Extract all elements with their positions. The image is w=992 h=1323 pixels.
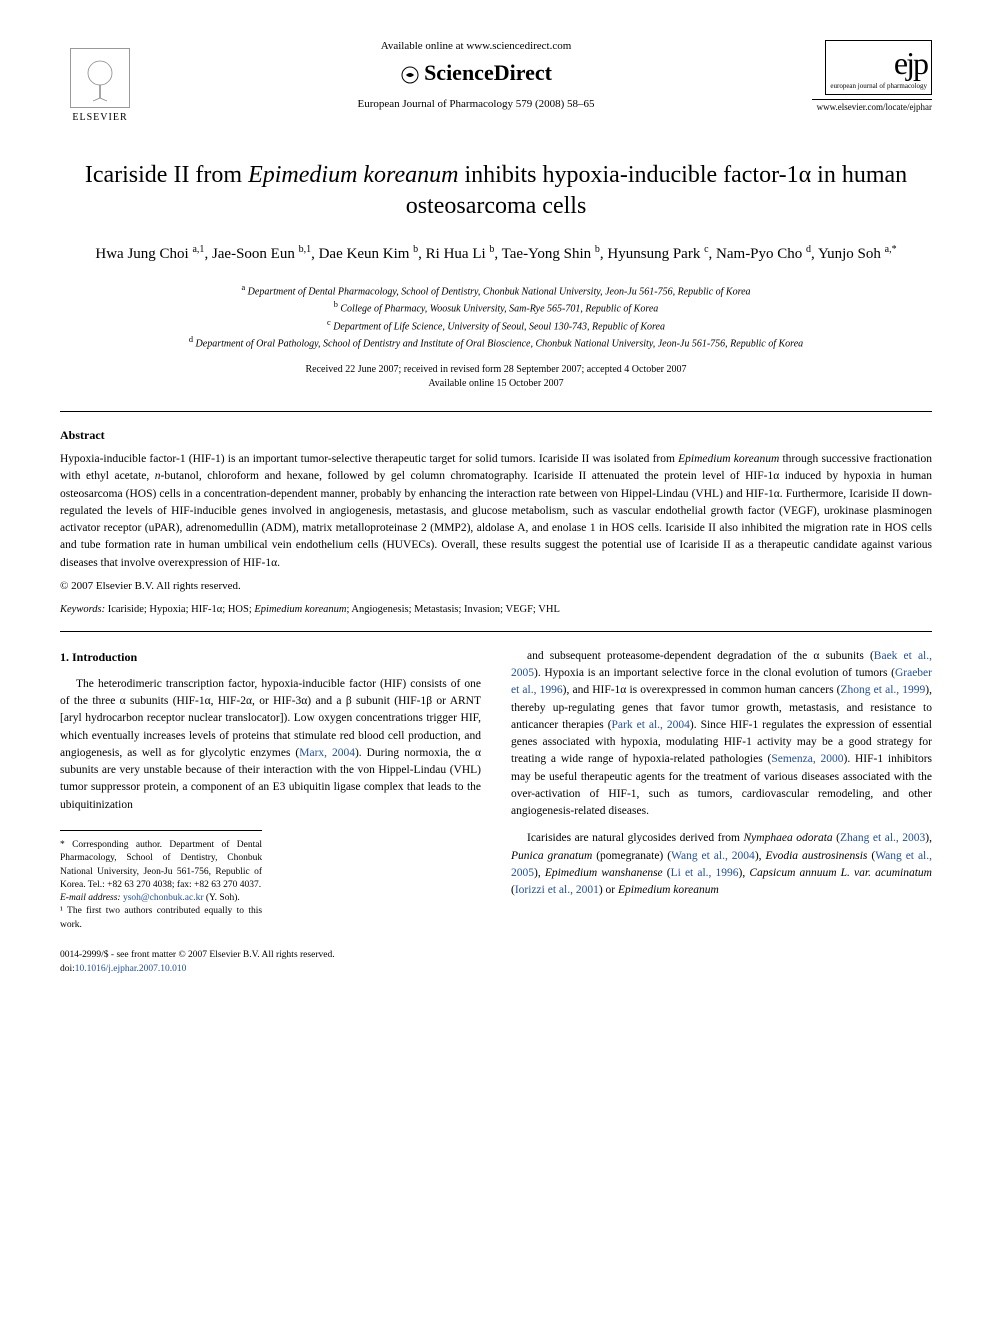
rule-before-abstract [60,411,932,412]
affiliation-b: b College of Pharmacy, Woosuk University… [60,299,932,316]
affiliation-c: c Department of Life Science, University… [60,317,932,334]
email-label: E-mail address: [60,893,121,903]
email-address[interactable]: ysoh@chonbuk.ac.kr [123,893,204,903]
issn-line: 0014-2999/$ - see front matter © 2007 El… [60,948,481,962]
intro-para-1: The heterodimeric transcription factor, … [60,676,481,814]
elsevier-tree-icon [70,48,130,108]
affiliation-a: a Department of Dental Pharmacology, Sch… [60,282,932,299]
doi-label: doi: [60,964,75,974]
header-row: ELSEVIER Available online at www.science… [60,40,932,130]
keywords: Keywords: Icariside; Hypoxia; HIF-1α; HO… [60,604,932,615]
ejp-subtitle: european journal of pharmacology [830,82,927,90]
ejp-text: ejp [830,45,927,82]
equal-contribution: ¹ The first two authors contributed equa… [60,905,262,932]
doi-footer: 0014-2999/$ - see front matter © 2007 El… [60,948,481,977]
doi-line: doi:10.1016/j.ejphar.2007.10.010 [60,962,481,976]
title-pre: Icariside II from [85,162,248,188]
col-left: 1. Introduction The heterodimeric transc… [60,648,481,977]
affiliations: a Department of Dental Pharmacology, Sch… [60,282,932,351]
email-line: E-mail address: ysoh@chonbuk.ac.kr (Y. S… [60,892,262,905]
rule-after-keywords [60,631,932,632]
intro-para-3: Icarisides are natural glycosides derive… [511,830,932,899]
title-post: inhibits hypoxia-inducible factor-1α in … [406,162,907,219]
elsevier-label: ELSEVIER [72,112,127,123]
abstract-text: Hypoxia-inducible factor-1 (HIF-1) is an… [60,451,932,572]
abstract-copyright: © 2007 Elsevier B.V. All rights reserved… [60,580,932,592]
elsevier-logo: ELSEVIER [60,40,140,130]
corresponding-author: * Corresponding author. Department of De… [60,839,262,892]
article-dates: Received 22 June 2007; received in revis… [60,363,932,391]
footnotes: * Corresponding author. Department of De… [60,830,262,932]
keywords-text: Icariside; Hypoxia; HIF-1α; HOS; Epimedi… [108,604,560,615]
sciencedirect-text: ScienceDirect [424,60,552,85]
article-title: Icariside II from Epimedium koreanum inh… [60,160,932,222]
intro-heading: 1. Introduction [60,648,481,666]
intro-para-2: and subsequent proteasome-dependent degr… [511,648,932,821]
journal-reference: European Journal of Pharmacology 579 (20… [140,98,812,110]
sciencedirect-icon [400,65,420,85]
affiliation-d: d Department of Oral Pathology, School o… [60,334,932,351]
abstract-label: Abstract [60,428,932,443]
doi-value[interactable]: 10.1016/j.ejphar.2007.10.010 [75,964,187,974]
journal-url[interactable]: www.elsevier.com/locate/ejphar [812,99,932,112]
dates-available: Available online 15 October 2007 [60,377,932,391]
body-columns: 1. Introduction The heterodimeric transc… [60,648,932,977]
title-species: Epimedium koreanum [248,162,458,188]
available-online-text: Available online at www.sciencedirect.co… [140,40,812,52]
sciencedirect-logo: ScienceDirect [140,60,812,86]
email-name: (Y. Soh). [206,893,240,903]
col-right: and subsequent proteasome-dependent degr… [511,648,932,977]
keywords-label: Keywords: [60,604,105,615]
authors-list: Hwa Jung Choi a,1, Jae-Soon Eun b,1, Dae… [60,242,932,266]
ejp-box: ejp european journal of pharmacology [825,40,932,95]
ejp-logo: ejp european journal of pharmacology www… [812,40,932,112]
center-header: Available online at www.sciencedirect.co… [140,40,812,110]
dates-received: Received 22 June 2007; received in revis… [60,363,932,377]
